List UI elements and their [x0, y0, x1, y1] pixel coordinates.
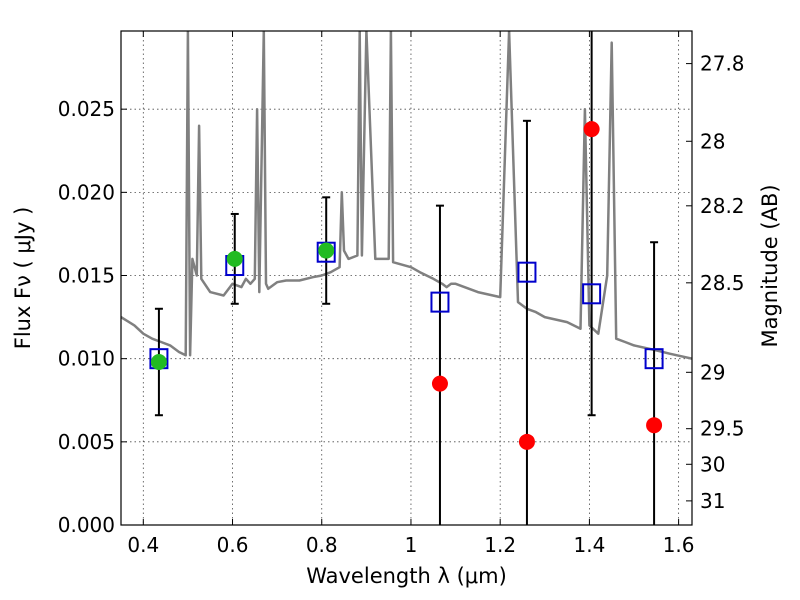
grid	[121, 31, 692, 525]
y-tick-label: 0.000	[58, 513, 115, 537]
y-tick-label: 0.010	[58, 347, 115, 371]
model-box	[517, 261, 537, 283]
x-tick-label: 0.4	[127, 533, 159, 557]
right-tick-label: 31	[700, 489, 725, 513]
x-tick-label: 1.6	[663, 533, 695, 557]
x-tick-label: 0.8	[306, 533, 338, 557]
y-tick-label: 0.025	[58, 97, 115, 121]
x-tick-label: 0.6	[217, 533, 249, 557]
detection-point	[226, 250, 243, 267]
detection-point	[150, 353, 167, 370]
x-tick-label: 1.4	[573, 533, 605, 557]
model-box	[582, 283, 602, 305]
model-box	[430, 291, 450, 313]
y-tick-label: 0.020	[58, 180, 115, 204]
x-axis-label: Wavelength λ (μm)	[306, 564, 507, 588]
nondetection-point	[431, 375, 448, 392]
plot-frame	[120, 30, 693, 526]
nondetection-point	[583, 121, 600, 138]
y-tick-label: 0.005	[58, 430, 115, 454]
right-tick-label: 28	[700, 129, 725, 153]
right-tick-label: 29.5	[700, 417, 745, 441]
x-tick-label: 1.2	[484, 533, 516, 557]
right-tick-label: 28.5	[700, 271, 745, 295]
nondetection-point	[646, 417, 663, 434]
x-tick-label: 1	[405, 533, 418, 557]
tick-layer: 0.4 0.6 0.8 1 1.2 1.4 1.6 0.000 0.005 0.010 0.015 0…	[58, 31, 745, 557]
detection-point	[318, 242, 335, 259]
right-tick-label: 29	[700, 360, 725, 384]
spectrum-line	[121, 31, 692, 360]
model-box	[644, 348, 664, 370]
nondetection-point	[518, 433, 535, 450]
spectrum-layer	[121, 31, 692, 360]
y-axis-label: Flux Fν ( μJy )	[11, 207, 35, 350]
right-tick-label: 27.8	[700, 52, 745, 76]
right-axis-label: Magnitude (AB)	[758, 184, 782, 347]
point-layer	[150, 121, 663, 450]
right-tick-label: 30	[700, 452, 725, 476]
y-tick-label: 0.015	[58, 264, 115, 288]
right-tick-label: 28.2	[700, 194, 745, 218]
